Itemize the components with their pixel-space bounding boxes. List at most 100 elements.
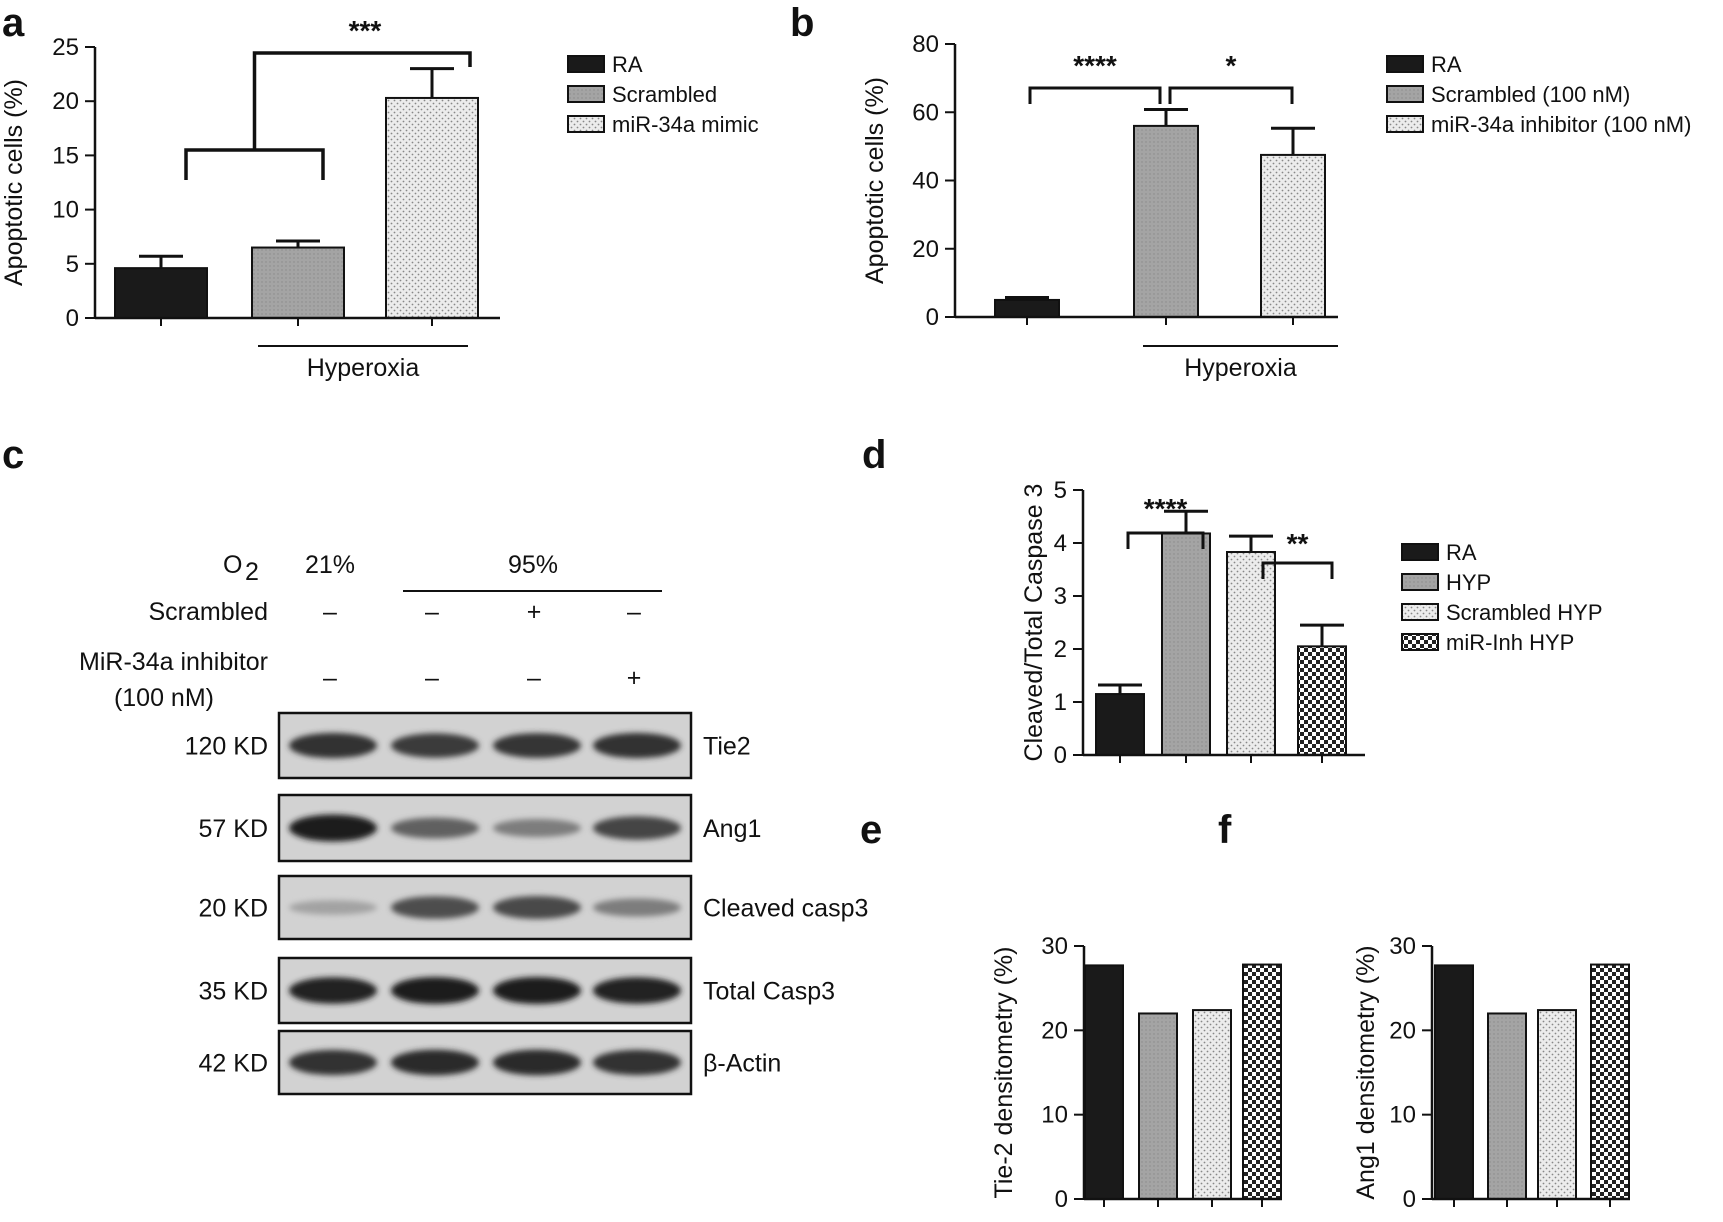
- panel-label-e: e: [860, 808, 882, 852]
- blot-row-2: 20 KD Cleaved casp3: [199, 874, 868, 941]
- legend-swatch-a-2: [567, 115, 605, 133]
- sig-bracket-b-1: [1168, 86, 1294, 104]
- legend-label-b-1: Scrambled (100 nM): [1431, 82, 1630, 107]
- legend-swatch-a-0: [567, 55, 605, 73]
- treatment-label-1: MiR-34a inhibitor: [79, 648, 268, 676]
- legend-swatch-b-1: [1386, 85, 1424, 103]
- y-tick-label-b-2: 40: [912, 168, 939, 195]
- chart-f: 0 10 20 30 Ang1 densitometry (%): [1352, 933, 1630, 1213]
- legend-label-b-2: miR-34a inhibitor (100 nM): [1431, 112, 1691, 137]
- treatment-sign-0-1: –: [425, 598, 439, 626]
- band-1-0: [289, 814, 377, 842]
- band-0-0: [289, 732, 377, 759]
- band-protein-1: Ang1: [703, 815, 761, 843]
- legend-label-a-1: Scrambled: [612, 82, 717, 107]
- y-tick-label-f-3: 30: [1389, 933, 1416, 960]
- bar-d-0: [1095, 693, 1145, 756]
- y-tick-label-e-3: 30: [1041, 933, 1068, 960]
- treatment-sign-0-2: +: [527, 598, 542, 626]
- y-tick-label-d-5: 5: [1054, 477, 1067, 504]
- o2-value-95: 95%: [508, 551, 558, 579]
- bar-d-2: [1226, 551, 1276, 757]
- y-axis-label-a: Apoptotic cells (%): [0, 79, 28, 286]
- sig-stars-d-0: ****: [1144, 493, 1188, 524]
- y-tick-label-f-1: 10: [1389, 1102, 1416, 1129]
- y-tick-label-a-0: 0: [66, 305, 79, 332]
- band-kd-4: 42 KD: [199, 1050, 268, 1078]
- y-tick-label-d-0: 0: [1054, 742, 1067, 769]
- y-tick-label-a-4: 20: [52, 88, 79, 115]
- panel-label-a: a: [2, 1, 25, 45]
- y-tick-label-b-0: 0: [926, 304, 939, 331]
- band-kd-2: 20 KD: [199, 895, 268, 923]
- y-tick-label-d-4: 4: [1054, 530, 1067, 557]
- y-tick-label-f-0: 0: [1403, 1186, 1416, 1213]
- legend-label-d-0: RA: [1446, 540, 1477, 565]
- band-1-1: [391, 817, 479, 839]
- treatment-sign-1-2: –: [527, 664, 541, 692]
- y-tick-label-f-2: 20: [1389, 1017, 1416, 1044]
- legend-swatch-b-2: [1386, 115, 1424, 133]
- chart-b: 0 20 40 60 80 Apoptotic cells (%) Hyperoxia RA S…: [861, 31, 1691, 382]
- y-tick-label-b-1: 20: [912, 236, 939, 263]
- panel-label-f: f: [1218, 808, 1232, 852]
- band-3-1: [391, 976, 479, 1005]
- band-3-3: [593, 977, 681, 1004]
- sig-bracket-inner-a: [184, 148, 325, 180]
- y-tick-label-d-2: 2: [1054, 636, 1067, 663]
- band-1-2: [493, 818, 581, 838]
- y-tick-label-e-0: 0: [1055, 1186, 1068, 1213]
- bar-b-1: [1133, 124, 1199, 319]
- bar-a-0: [114, 267, 208, 319]
- sig-stars-b-1: *: [1226, 50, 1237, 81]
- band-protein-0: Tie2: [703, 733, 751, 761]
- y-tick-label-a-1: 5: [66, 251, 79, 278]
- bar-e-1: [1138, 1012, 1178, 1201]
- y-axis-label-e: Tie-2 densitometry (%): [990, 947, 1018, 1199]
- band-1-3: [593, 816, 681, 840]
- bar-d-1: [1161, 532, 1211, 757]
- band-kd-1: 57 KD: [199, 815, 268, 843]
- band-protein-3: Total Casp3: [703, 978, 835, 1006]
- y-axis-label-b: Apoptotic cells (%): [861, 77, 889, 284]
- group-label-b: Hyperoxia: [1184, 354, 1297, 382]
- sig-bracket-b-0: [1028, 86, 1162, 104]
- band-4-0: [289, 1049, 377, 1076]
- band-0-1: [391, 733, 479, 758]
- legend-swatch-d-0: [1401, 543, 1439, 561]
- panel-label-d: d: [862, 433, 886, 477]
- band-4-1: [391, 1049, 479, 1076]
- legend-label-d-1: HYP: [1446, 570, 1491, 595]
- y-tick-label-b-3: 60: [912, 99, 939, 126]
- y-tick-label-d-1: 1: [1054, 689, 1067, 716]
- blot-row-3: 35 KD Total Casp3: [199, 956, 835, 1025]
- bar-e-0: [1084, 964, 1124, 1200]
- y-tick-label-a-5: 25: [52, 34, 79, 61]
- legend-label-a-0: RA: [612, 52, 643, 77]
- band-3-2: [493, 976, 581, 1005]
- sig-stars-b-0: ****: [1073, 50, 1117, 81]
- sig-stars-a: ***: [349, 15, 382, 46]
- band-4-3: [593, 1049, 681, 1076]
- legend-swatch-b-0: [1386, 55, 1424, 73]
- sig-bracket-outer-a: [252, 51, 472, 150]
- band-2-0: [289, 900, 377, 915]
- sig-bracket-d-1: [1261, 561, 1334, 579]
- blot-row-4: 42 KD β-Actin: [199, 1029, 781, 1096]
- sig-bracket-d-0: [1126, 531, 1205, 549]
- panel-label-b: b: [790, 1, 814, 45]
- treatment-sign-0-0: –: [323, 598, 337, 626]
- y-tick-label-e-1: 10: [1041, 1102, 1068, 1129]
- band-3-0: [289, 977, 377, 1004]
- bar-d-3: [1297, 645, 1347, 756]
- bar-f-1: [1487, 1012, 1527, 1201]
- treatment-sign-1-3: +: [627, 664, 642, 692]
- band-kd-0: 120 KD: [185, 733, 268, 761]
- blot-row-0: 120 KD Tie2: [185, 711, 751, 780]
- bar-f-3: [1590, 963, 1630, 1201]
- band-2-3: [593, 898, 681, 917]
- chart-a: 0 5 10 15 20 25 Apoptotic cells (%) Hyperoxia RA…: [0, 15, 759, 382]
